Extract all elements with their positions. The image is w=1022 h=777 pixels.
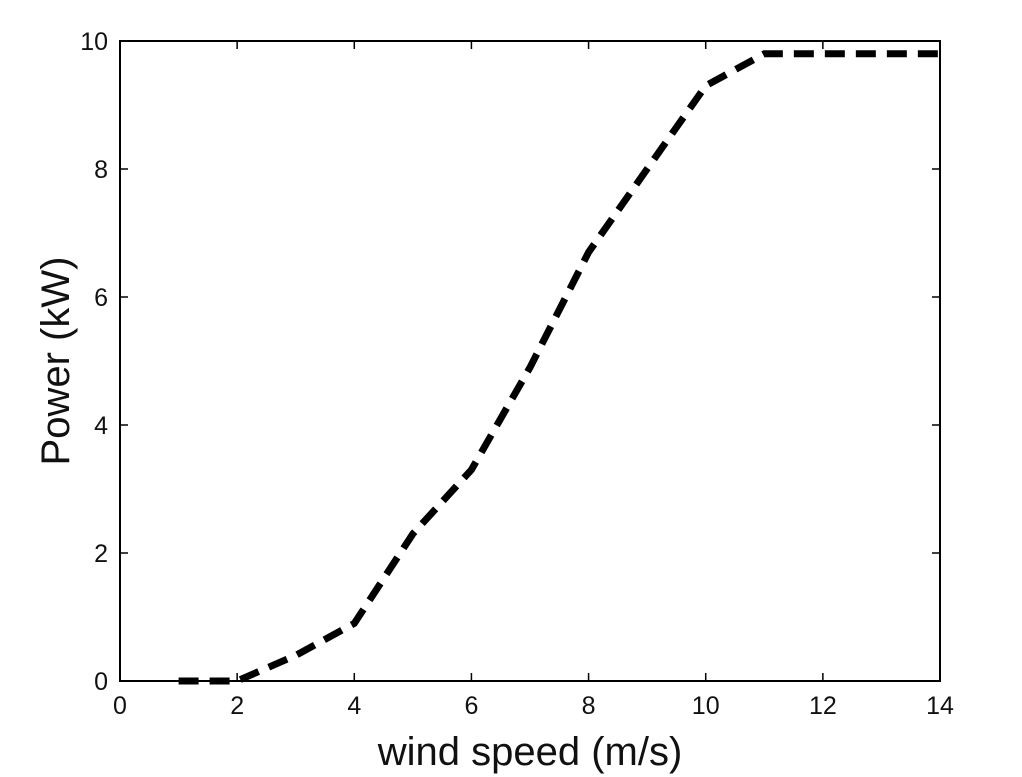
series-layer [178,50,940,685]
y-tick-label: 2 [94,540,108,568]
x-tick-label: 4 [347,692,361,720]
series-line-0 [178,50,940,685]
x-axis-label: wind speed (m/s) [377,730,683,774]
x-tick-label: 14 [926,692,954,720]
y-tick-label: 10 [80,28,108,56]
tick-labels: 0 2 4 6 8 10 12 14 0 2 4 6 8 10 [80,28,954,720]
y-tick-label: 0 [94,668,108,696]
y-tick-label: 4 [94,412,108,440]
x-tick-label: 0 [113,692,127,720]
x-tick-label: 10 [692,692,720,720]
x-tick-label: 12 [809,692,837,720]
x-tick-label: 2 [230,692,244,720]
y-tick-label: 8 [94,156,108,184]
x-tick-label: 6 [464,692,478,720]
plot-frame [119,40,941,682]
y-axis-label: Power (kW) [34,257,78,466]
x-tick-label: 8 [582,692,596,720]
y-tick-label: 6 [94,284,108,312]
